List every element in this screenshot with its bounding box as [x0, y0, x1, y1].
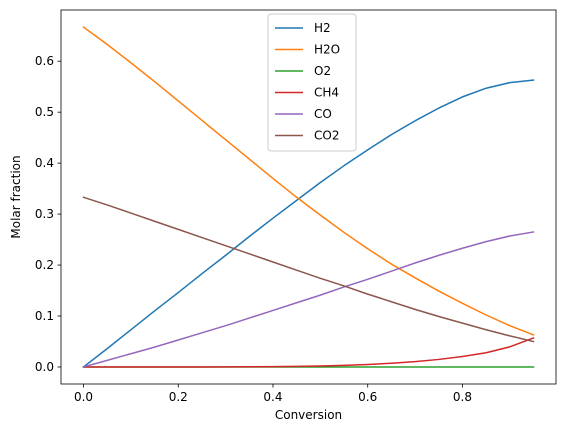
x-axis-label: Conversion [275, 408, 342, 422]
x-tick-label: 0.4 [263, 390, 282, 404]
series-line-h2o [82, 26, 535, 336]
y-tick-label: 0.2 [35, 258, 54, 272]
y-axis-label: Molar fraction [9, 155, 23, 238]
y-axis-ticks: 0.0 0.1 0.2 0.3 0.4 0.5 0.6 [35, 54, 61, 374]
legend-entry-label: H2O [314, 43, 340, 57]
series-line-co2 [82, 196, 535, 343]
x-tick-label: 0.6 [358, 390, 377, 404]
legend: H2 H2O O2 CH4 CO CO2 [267, 13, 357, 152]
x-axis-ticks: 0.0 0.2 0.4 0.6 0.8 [74, 384, 472, 404]
series-lines [82, 26, 535, 369]
series-line-ch4 [82, 336, 535, 368]
legend-entry-label: O2 [314, 64, 331, 78]
legend-entry-label: CH4 [314, 86, 339, 100]
legend-entry-label: H2 [314, 21, 331, 35]
series-line-h2 [82, 79, 535, 369]
y-tick-label: 0.3 [35, 207, 54, 221]
y-tick-label: 0.4 [35, 156, 54, 170]
legend-box [267, 13, 357, 152]
legend-entry-label: CO2 [314, 129, 339, 143]
y-tick-label: 0.6 [35, 54, 54, 68]
x-tick-label: 0.2 [169, 390, 188, 404]
y-tick-label: 0.0 [35, 360, 54, 374]
axes-frame [60, 9, 557, 385]
series-line-co [82, 231, 535, 368]
x-tick-label: 0.0 [74, 390, 93, 404]
y-tick-label: 0.5 [35, 105, 54, 119]
y-tick-label: 0.1 [35, 309, 54, 323]
x-tick-label: 0.8 [453, 390, 472, 404]
legend-entry-label: CO [314, 107, 332, 121]
